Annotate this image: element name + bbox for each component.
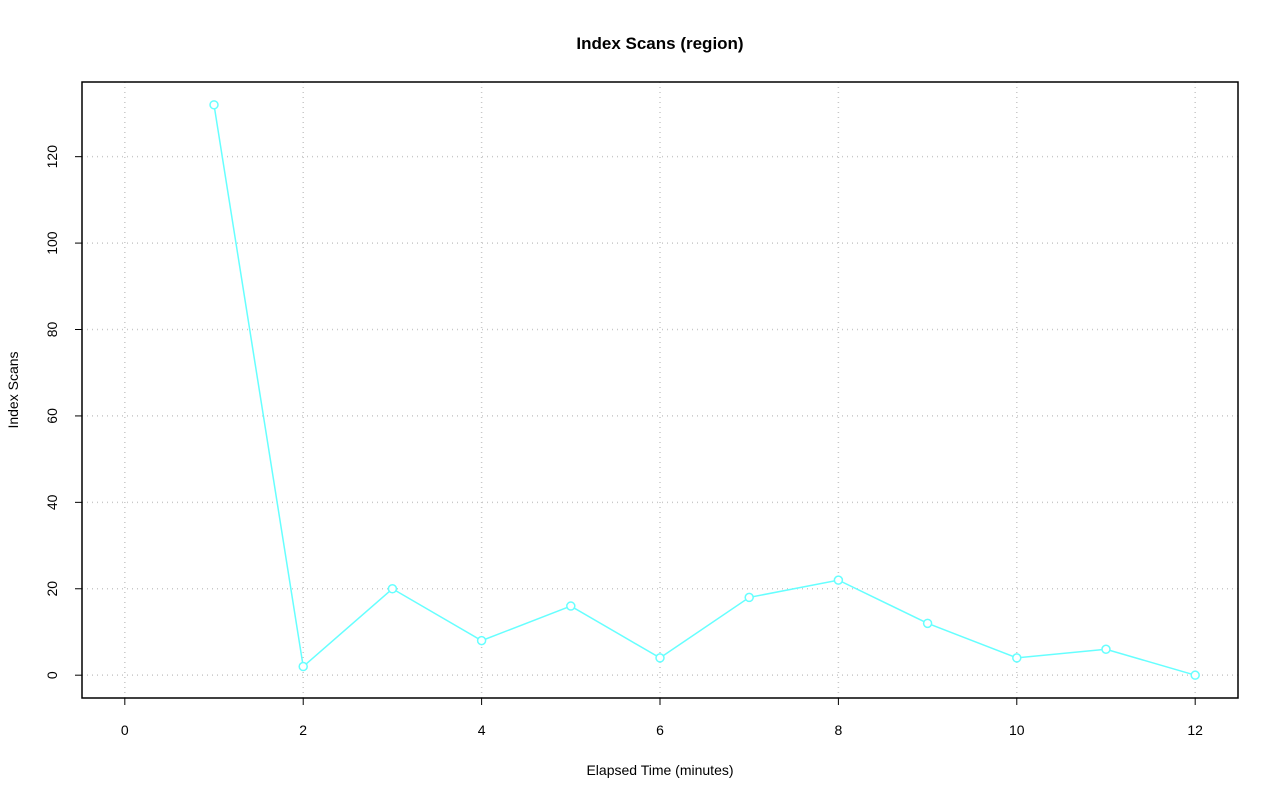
y-tick-label: 60: [44, 408, 60, 424]
data-point: [476, 635, 487, 646]
data-point: [1190, 670, 1200, 680]
data-point: [744, 592, 754, 603]
x-tick-label: 4: [478, 722, 486, 738]
chart-title: Index Scans (region): [576, 34, 743, 53]
x-tick-label: 8: [834, 722, 842, 738]
data-point: [387, 584, 398, 594]
y-tick-label: 120: [44, 145, 60, 169]
x-tick-label: 2: [299, 722, 307, 738]
data-point: [655, 653, 665, 663]
x-tick-label: 12: [1187, 722, 1203, 738]
y-tick-label: 20: [44, 581, 60, 597]
y-tick-label: 80: [44, 322, 60, 338]
data-point: [833, 575, 844, 585]
x-tick-label: 0: [121, 722, 129, 738]
data-point: [209, 100, 219, 110]
data-point: [1012, 653, 1022, 663]
x-axis-label: Elapsed Time (minutes): [586, 762, 733, 778]
plot-frame: [81, 81, 1239, 699]
y-tick-label: 0: [44, 671, 60, 679]
data-point: [298, 661, 308, 672]
series-line: [213, 104, 1196, 676]
x-tick-label: 6: [656, 722, 664, 738]
y-tick-label: 40: [44, 494, 60, 510]
data-point: [1101, 644, 1111, 655]
data-point: [566, 601, 576, 611]
data-point: [922, 618, 933, 629]
y-tick-label: 100: [44, 231, 60, 255]
y-axis-label: Index Scans: [5, 351, 21, 428]
x-tick-label: 10: [1009, 722, 1025, 738]
